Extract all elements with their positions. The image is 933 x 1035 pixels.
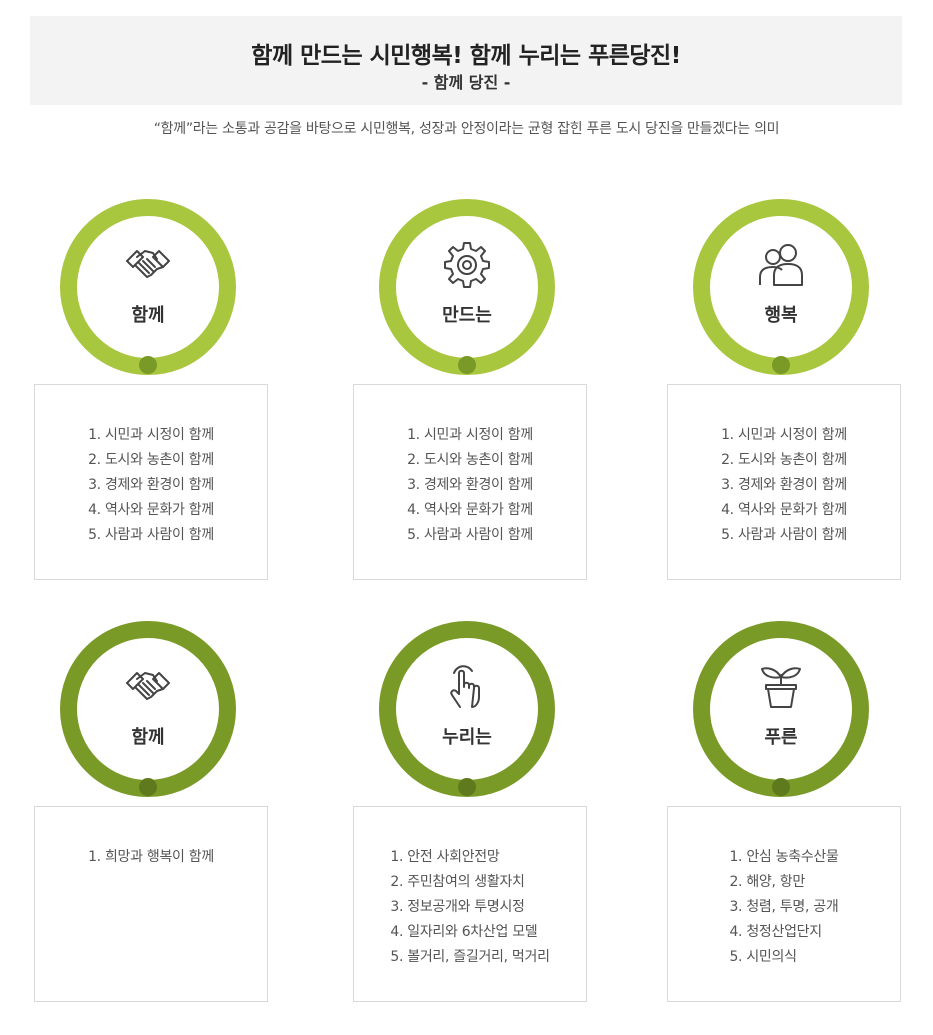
list-item: 1. 안전 사회안전망 bbox=[390, 849, 500, 865]
list-item: 2. 해양, 항만 bbox=[729, 874, 805, 890]
value-list-box: 1. 안전 사회안전망 2. 주민참여의 생활자치 3. 정보공개와 투명시정 … bbox=[353, 806, 587, 1002]
list-item: 3. 경제와 환경이 함께 bbox=[721, 477, 847, 493]
list-item: 3. 정보공개와 투명시정 bbox=[390, 899, 525, 915]
list-item: 1. 시민과 시정이 함께 bbox=[721, 427, 847, 443]
ring-label: 함께 bbox=[131, 727, 165, 748]
list-item: 4. 일자리와 6차산업 모델 bbox=[390, 924, 538, 940]
header-banner: 함께 만드는 시민행복! 함께 누리는 푸른당진! - 함께 당진 - bbox=[30, 16, 902, 105]
value-ring-hamkke-2: 함께 bbox=[60, 621, 236, 797]
list-item: 4. 역사와 문화가 함께 bbox=[407, 502, 533, 518]
ring-label: 누리는 bbox=[442, 727, 492, 748]
list-item: 1. 시민과 시정이 함께 bbox=[88, 427, 214, 443]
value-list-box: 1. 시민과 시정이 함께 2. 도시와 농촌이 함께 3. 경제와 환경이 함… bbox=[667, 384, 901, 580]
value-list-box: 1. 안심 농축수산물 2. 해양, 항만 3. 청렴, 투명, 공개 4. 청… bbox=[667, 806, 901, 1002]
value-ring-pureun: 푸른 bbox=[693, 621, 869, 797]
ring-label: 만드는 bbox=[442, 305, 492, 326]
list-item: 2. 주민참여의 생활자치 bbox=[390, 874, 525, 890]
list-item: 5. 시민의식 bbox=[729, 949, 797, 965]
value-list-box: 1. 시민과 시정이 함께 2. 도시와 농촌이 함께 3. 경제와 환경이 함… bbox=[353, 384, 587, 580]
list-item: 3. 청렴, 투명, 공개 bbox=[729, 899, 839, 915]
list-item: 5. 사람과 사람이 함께 bbox=[407, 527, 533, 543]
plant-icon bbox=[761, 667, 801, 708]
value-list-box: 1. 희망과 행복이 함께 bbox=[34, 806, 268, 1002]
value-ring-haengbok: 행복 bbox=[693, 199, 869, 375]
list-item: 4. 역사와 문화가 함께 bbox=[721, 502, 847, 518]
list-item: 1. 희망과 행복이 함께 bbox=[88, 849, 214, 865]
ring-label: 함께 bbox=[131, 305, 165, 326]
value-list: 1. 시민과 시정이 함께 2. 도시와 농촌이 함께 3. 경제와 환경이 함… bbox=[721, 385, 847, 579]
value-list: 1. 안심 농축수산물 2. 해양, 항만 3. 청렴, 투명, 공개 4. 청… bbox=[729, 807, 838, 1001]
value-list-box: 1. 시민과 시정이 함께 2. 도시와 농촌이 함께 3. 경제와 환경이 함… bbox=[34, 384, 268, 580]
page-subtitle: - 함께 당진 - bbox=[421, 73, 511, 92]
ring-dot bbox=[772, 778, 790, 796]
value-ring-hamkke: 함께 bbox=[60, 199, 236, 375]
people-icon bbox=[759, 244, 803, 286]
list-item: 5. 볼거리, 즐길거리, 먹거리 bbox=[390, 949, 550, 965]
value-ring-nurineun: 누리는 bbox=[379, 621, 555, 797]
value-list: 1. 시민과 시정이 함께 2. 도시와 농촌이 함께 3. 경제와 환경이 함… bbox=[88, 385, 214, 579]
gear-icon bbox=[444, 242, 490, 288]
handshake-icon bbox=[126, 250, 170, 278]
list-item: 4. 청정산업단지 bbox=[729, 924, 822, 940]
ring-dot bbox=[139, 778, 157, 796]
value-list: 1. 안전 사회안전망 2. 주민참여의 생활자치 3. 정보공개와 투명시정 … bbox=[390, 807, 550, 1001]
ring-label: 행복 bbox=[764, 305, 798, 326]
ring-label: 푸른 bbox=[764, 727, 798, 748]
value-ring-mandeuneun: 만드는 bbox=[379, 199, 555, 375]
list-item: 3. 경제와 환경이 함께 bbox=[88, 477, 214, 493]
list-item: 5. 사람과 사람이 함께 bbox=[721, 527, 847, 543]
handshake-icon bbox=[126, 672, 170, 700]
list-item: 3. 경제와 환경이 함께 bbox=[407, 477, 533, 493]
list-item: 1. 시민과 시정이 함께 bbox=[407, 427, 533, 443]
ring-dot bbox=[458, 778, 476, 796]
ring-dot bbox=[772, 356, 790, 374]
value-list: 1. 희망과 행복이 함께 bbox=[88, 807, 214, 1001]
list-item: 2. 도시와 농촌이 함께 bbox=[721, 452, 847, 468]
ring-dot bbox=[139, 356, 157, 374]
ring-dot bbox=[458, 356, 476, 374]
list-item: 1. 안심 농축수산물 bbox=[729, 849, 839, 865]
slogan-description: “함께”라는 소통과 공감을 바탕으로 시민행복, 성장과 안정이라는 균형 잡… bbox=[153, 121, 780, 137]
hand-pointer-icon bbox=[450, 665, 480, 708]
list-item: 2. 도시와 농촌이 함께 bbox=[88, 452, 214, 468]
list-item: 4. 역사와 문화가 함께 bbox=[88, 502, 214, 518]
ring bbox=[60, 621, 236, 797]
value-list: 1. 시민과 시정이 함께 2. 도시와 농촌이 함께 3. 경제와 환경이 함… bbox=[407, 385, 533, 579]
list-item: 5. 사람과 사람이 함께 bbox=[88, 527, 214, 543]
page-title: 함께 만드는 시민행복! 함께 누리는 푸른당진! bbox=[251, 43, 681, 69]
list-item: 2. 도시와 농촌이 함께 bbox=[407, 452, 533, 468]
